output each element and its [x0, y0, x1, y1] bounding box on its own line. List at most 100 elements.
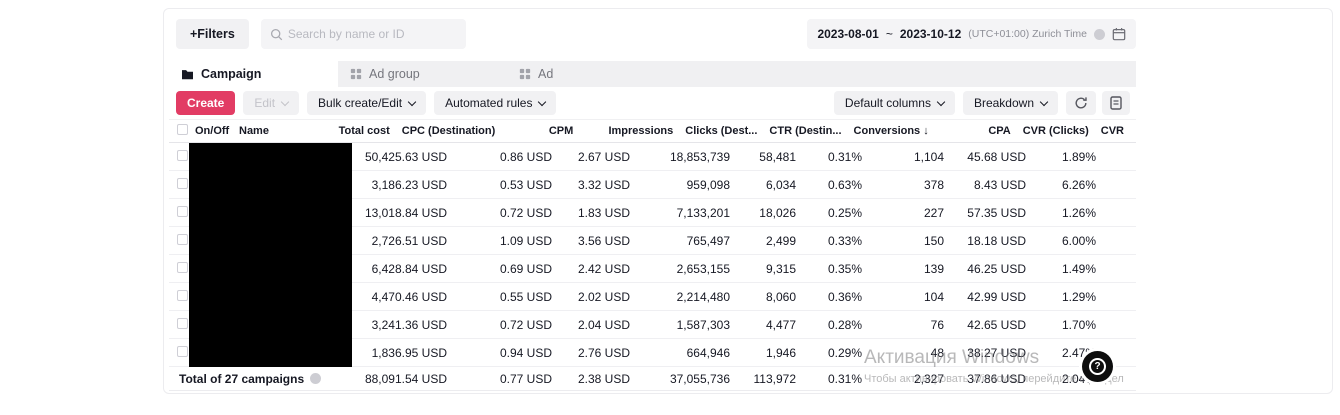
cell: 48 — [930, 345, 944, 360]
column-ctr[interactable]: CTR (Destin... — [769, 125, 842, 137]
search-input[interactable] — [260, 19, 466, 49]
default-columns-button[interactable]: Default columns — [833, 91, 955, 115]
cell: 18,026 — [759, 205, 796, 220]
create-button[interactable]: Create — [176, 91, 236, 115]
cell: 8.43 USD — [973, 177, 1026, 192]
table-row: 3,186.23 USD 0.53 USD 3.32 USD 959,098 6,034… — [169, 171, 1136, 199]
table-body: 50,425.63 USD 0.86 USD 2.67 USD 18,853,739 5… — [169, 143, 1136, 367]
cell: 1.09 USD — [499, 233, 552, 248]
cell: 378 — [923, 177, 944, 192]
column-onoff[interactable]: On/Off — [195, 125, 230, 137]
edit-button[interactable]: Edit — [243, 91, 300, 115]
column-clicks[interactable]: Clicks (Dest... — [685, 125, 758, 137]
column-cpc[interactable]: CPC (Destination) — [401, 125, 496, 137]
cell: 1.70% — [1061, 317, 1096, 332]
chevron-down-icon — [936, 97, 946, 106]
row-checkbox[interactable] — [177, 149, 188, 161]
row-checkbox[interactable] — [177, 289, 188, 301]
column-total-cost[interactable]: Total cost — [338, 125, 390, 137]
tab-ad-group[interactable]: Ad group — [338, 61, 507, 87]
row-checkbox[interactable] — [177, 345, 188, 357]
table-row: 4,470.46 USD 0.55 USD 2.02 USD 2,214,480 8,0… — [169, 283, 1136, 311]
row-checkbox[interactable] — [177, 233, 188, 245]
cell: 3.32 USD — [577, 177, 630, 192]
help-button[interactable]: ? — [1082, 351, 1113, 382]
cell: 38.27 USD — [967, 345, 1026, 360]
automated-label: Automated rules — [445, 96, 533, 110]
cell: 3,241.36 USD — [371, 317, 447, 332]
table-header: On/Off Name Total cost CPC (Destination)… — [169, 119, 1136, 143]
column-cvr-clicks[interactable]: CVR (Clicks) — [1022, 125, 1089, 137]
column-cpm[interactable]: CPM — [548, 125, 574, 137]
cell: 8,060 — [765, 289, 796, 304]
cell: 227 — [923, 205, 944, 220]
cell: 4,477 — [765, 317, 796, 332]
filters-button[interactable]: +Filters — [176, 19, 249, 49]
campaign-table: On/Off Name Total cost CPC (Destination)… — [169, 119, 1136, 391]
cell: 0.25% — [827, 205, 862, 220]
cell: 0.31% — [827, 371, 862, 386]
cell: 0.33% — [827, 233, 862, 248]
info-icon[interactable] — [310, 373, 322, 384]
cell: 45.68 USD — [967, 149, 1026, 164]
column-cpa[interactable]: CPA — [988, 125, 1011, 137]
cell: 150 — [923, 233, 944, 248]
cell: 37.86 USD — [967, 371, 1026, 386]
cell: 1.83 USD — [577, 205, 630, 220]
cell: 37,055,736 — [669, 371, 730, 386]
cell: 1.49% — [1061, 261, 1096, 276]
chevron-down-icon — [538, 97, 547, 106]
search-icon — [270, 28, 283, 41]
refresh-icon — [1075, 97, 1087, 109]
row-checkbox[interactable] — [177, 205, 188, 217]
cell: 7,133,201 — [676, 205, 730, 220]
edit-label: Edit — [254, 96, 276, 110]
cell: 0.35% — [827, 261, 862, 276]
tab-label: Ad group — [369, 67, 420, 81]
grid-icon — [350, 68, 362, 80]
cell: 2.38 USD — [577, 371, 630, 386]
column-impressions[interactable]: Impressions — [608, 125, 674, 137]
cell: 88,091.54 USD — [364, 371, 447, 386]
bulk-create-edit-button[interactable]: Bulk create/Edit — [307, 91, 427, 115]
refresh-button[interactable] — [1066, 91, 1096, 115]
export-button[interactable] — [1102, 91, 1130, 115]
cell: 42.99 USD — [967, 289, 1026, 304]
cell: 0.31% — [827, 149, 862, 164]
calendar-icon[interactable] — [1112, 27, 1126, 41]
date-range-picker[interactable]: 2023-08-01 ~ 2023-10-12 (UTC+01:00) Zuri… — [807, 19, 1136, 49]
table-row: 3,241.36 USD 0.72 USD 2.04 USD 1,587,303 4,4… — [169, 311, 1136, 339]
column-conversions[interactable]: Conversions ↓ — [853, 125, 929, 137]
date-separator: ~ — [885, 27, 893, 41]
tab-campaign[interactable]: Campaign — [169, 61, 338, 87]
cell: 0.86 USD — [499, 149, 552, 164]
tab-ad[interactable]: Ad — [507, 61, 676, 87]
search-box — [260, 19, 466, 49]
date-end: 2023-10-12 — [899, 27, 962, 41]
date-start: 2023-08-01 — [817, 27, 879, 41]
column-cvr[interactable]: CVR — [1100, 125, 1124, 137]
select-all-checkbox[interactable] — [177, 124, 188, 135]
cell: 2,653,155 — [676, 261, 730, 276]
cell: 1.29% — [1061, 289, 1096, 304]
cell: 2,327 — [913, 371, 944, 386]
cell: 6,034 — [765, 177, 796, 192]
cell: 0.72 USD — [499, 317, 552, 332]
cell: 46.25 USD — [967, 261, 1026, 276]
timezone-info-icon[interactable] — [1094, 28, 1105, 40]
column-name[interactable]: Name — [239, 125, 269, 137]
automated-rules-button[interactable]: Automated rules — [434, 91, 557, 115]
cell: 113,972 — [753, 371, 797, 386]
row-checkbox[interactable] — [177, 317, 188, 329]
cell: 0.28% — [827, 317, 862, 332]
default-columns-label: Default columns — [844, 96, 931, 110]
cell: 57.35 USD — [967, 205, 1026, 220]
row-checkbox[interactable] — [177, 177, 188, 189]
row-checkbox[interactable] — [177, 261, 188, 273]
cell: 0.77 USD — [499, 371, 552, 386]
cell: 2.67 USD — [577, 149, 630, 164]
breakdown-button[interactable]: Breakdown — [962, 91, 1058, 115]
cell: 139 — [923, 261, 944, 276]
table-row: 6,428.84 USD 0.69 USD 2.42 USD 2,653,155 9,3… — [169, 255, 1136, 283]
cell: 2,214,480 — [676, 289, 730, 304]
